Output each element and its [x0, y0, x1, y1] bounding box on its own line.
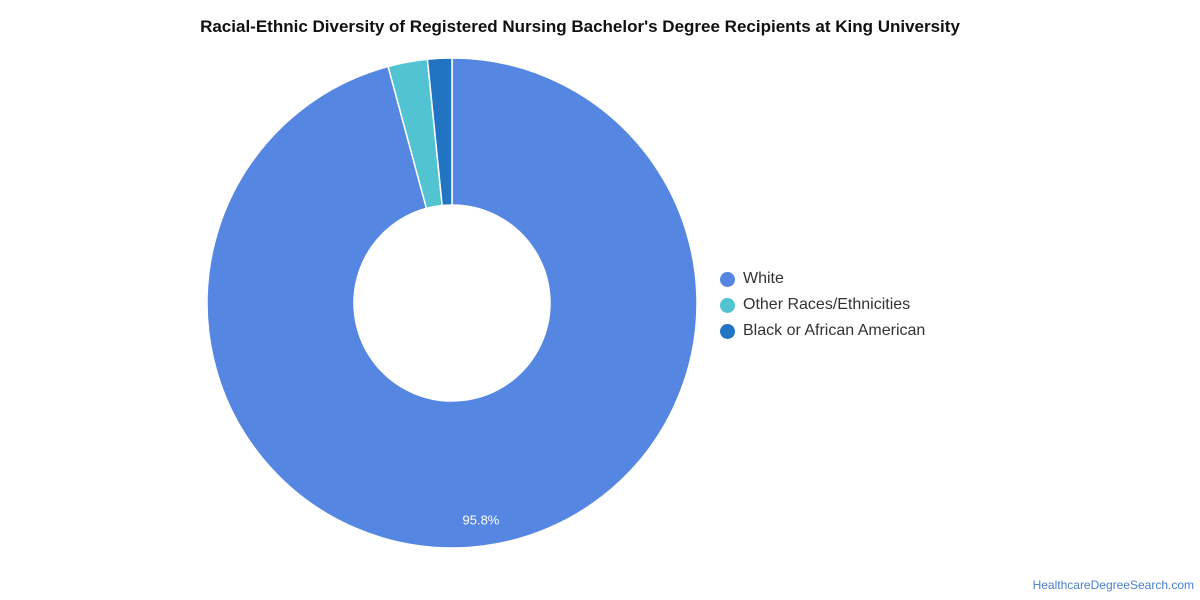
legend-label-black-african-american: Black or African American — [743, 322, 926, 339]
slice-white[interactable] — [206, 57, 698, 549]
legend-item-white[interactable]: White — [720, 266, 925, 292]
legend-swatch-other-races — [720, 297, 735, 313]
slice-black-or-african-american[interactable] — [426, 57, 453, 207]
legend-swatch-black-african-american — [720, 323, 735, 339]
legend-label-other-races: Other Races/Ethnicities — [743, 296, 911, 313]
legend-swatch-white — [720, 271, 735, 287]
source-watermark[interactable]: HealthcareDegreeSearch.com — [1032, 578, 1194, 592]
legend-label-white: White — [743, 270, 784, 287]
slices-group — [206, 57, 698, 549]
legend: White Other Races/Ethnicities Black or A… — [720, 266, 925, 344]
slice-labels-group: 95.8% — [463, 513, 500, 528]
chart-title: Racial-Ethnic Diversity of Registered Nu… — [200, 17, 960, 36]
legend-item-black-african-american[interactable]: Black or African American — [720, 318, 925, 344]
slice-label-white: 95.8% — [463, 513, 500, 528]
legend-item-other-races[interactable]: Other Races/Ethnicities — [720, 292, 925, 318]
